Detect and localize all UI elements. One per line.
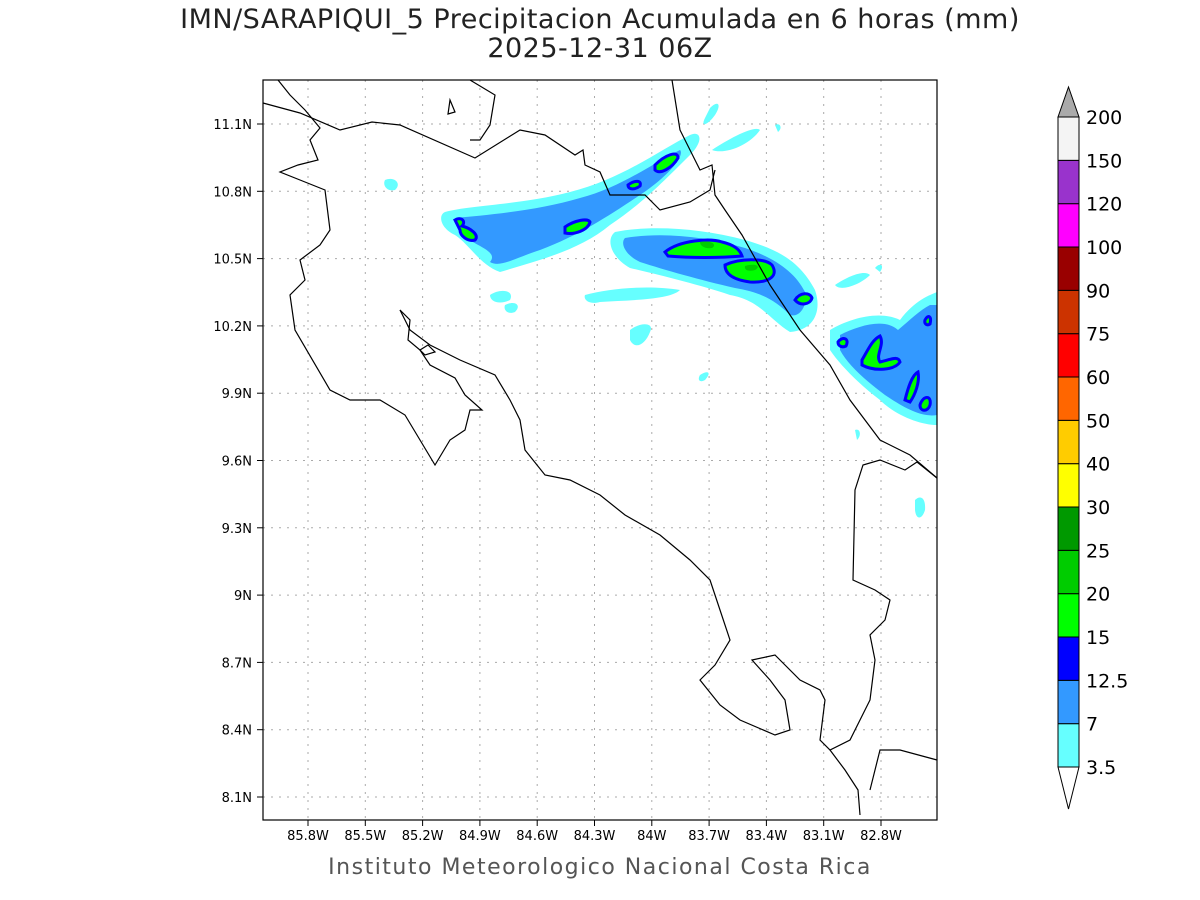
colorbar-swatch <box>1057 246 1080 291</box>
colorbar-label: 40 <box>1086 454 1110 476</box>
precip-15 <box>626 179 642 191</box>
map-title: IMN/SARAPIQUI_5 Precipitacion Acumulada … <box>180 4 1020 35</box>
precip-15 <box>860 334 902 371</box>
precip-15 <box>662 238 745 259</box>
colorbar-swatch <box>1057 679 1080 725</box>
map-footer: Instituto Meteorologico Nacional Costa R… <box>328 855 872 880</box>
y-tick-label: 10.2N <box>213 320 252 335</box>
x-tick-label: 83.7W <box>688 829 730 844</box>
x-tick-label: 83.4W <box>745 829 787 844</box>
colorbar-swatch <box>1057 419 1080 465</box>
colorbar-over-arrow <box>1057 85 1080 118</box>
colorbar-label: 90 <box>1086 280 1110 302</box>
colorbar-swatch <box>1057 289 1080 335</box>
colorbar-label: 20 <box>1086 584 1110 606</box>
colorbar-label: 30 <box>1086 497 1110 519</box>
y-tick-label: 8.4N <box>222 724 252 739</box>
colorbar-label: 3.5 <box>1086 757 1116 779</box>
x-tick-label: 85.2W <box>402 829 444 844</box>
x-axis-ticks: 85.8W 85.5W 85.2W 84.9W 84.6W 84.3W 84W 83.7W 83… <box>287 820 902 844</box>
y-tick-label: 9N <box>234 589 252 604</box>
precip-15 <box>453 217 478 242</box>
precip-20 <box>700 241 758 271</box>
colorbar-swatch <box>1057 203 1080 248</box>
y-tick-label: 9.3N <box>222 522 252 537</box>
map-datetime: 2025-12-31 06Z <box>487 33 713 64</box>
colorbar-label: 200 <box>1086 107 1122 129</box>
colorbar-label: 100 <box>1086 237 1122 259</box>
precip-15 <box>653 152 680 174</box>
y-tick-label: 8.1N <box>222 791 252 806</box>
colorbar-swatch <box>1057 506 1080 551</box>
colorbar-swatch <box>1057 723 1080 768</box>
x-tick-label: 82.8W <box>860 829 902 844</box>
x-tick-label: 85.8W <box>287 829 329 844</box>
colorbar-label: 25 <box>1086 540 1110 562</box>
y-tick-label: 11.1N <box>213 118 252 133</box>
x-tick-label: 84.9W <box>459 829 501 844</box>
y-tick-label: 10.8N <box>213 185 252 200</box>
colorbar-label: 15 <box>1086 627 1110 649</box>
y-tick-label: 9.9N <box>222 387 252 402</box>
map-frame <box>262 79 938 821</box>
colorbar-label: 120 <box>1086 194 1122 216</box>
y-tick-label: 9.6N <box>222 455 252 470</box>
colorbar-label: 150 <box>1086 150 1122 172</box>
x-tick-label: 85.5W <box>344 829 386 844</box>
colorbar-legend: 3.5 7 12.5 15 20 25 30 40 50 60 75 90 100 120 150 200 <box>1057 85 1128 810</box>
x-tick-label: 84.3W <box>574 829 616 844</box>
x-tick-label: 84W <box>637 829 667 844</box>
colorbar-swatch <box>1057 593 1080 638</box>
colorbar-swatch <box>1057 159 1080 205</box>
precip-15 <box>723 258 776 284</box>
coastlines-borders <box>262 79 938 816</box>
colorbar-swatch <box>1057 376 1080 421</box>
colorbar-label: 12.5 <box>1086 670 1128 692</box>
y-tick-label: 10.5N <box>213 253 252 268</box>
colorbar-under-arrow <box>1057 766 1080 810</box>
x-tick-label: 83.1W <box>803 829 845 844</box>
precip-3.5 <box>584 287 680 303</box>
colorbar-label: 75 <box>1086 324 1110 346</box>
colorbar-label: 7 <box>1086 714 1098 736</box>
precip-15 <box>563 218 592 235</box>
precipitation-field <box>384 103 937 518</box>
precip-15 <box>836 315 932 412</box>
colorbar-swatch <box>1057 116 1080 161</box>
colorbar-swatch <box>1057 463 1080 508</box>
colorbar-swatch <box>1057 636 1080 681</box>
colorbar-label: 60 <box>1086 367 1110 389</box>
x-tick-label: 84.6W <box>516 829 558 844</box>
grid-lines <box>263 80 937 820</box>
colorbar-swatch <box>1057 333 1080 378</box>
colorbar-swatch <box>1057 549 1080 595</box>
precip-15 <box>793 292 814 306</box>
y-tick-label: 8.7N <box>222 656 252 671</box>
precip-7 <box>455 150 681 264</box>
colorbar-label: 50 <box>1086 410 1110 432</box>
y-axis-ticks: 11.1N 10.8N 10.5N 10.2N 9.9N 9.6N 9.3N 9N 8.7N 8.… <box>213 118 263 806</box>
